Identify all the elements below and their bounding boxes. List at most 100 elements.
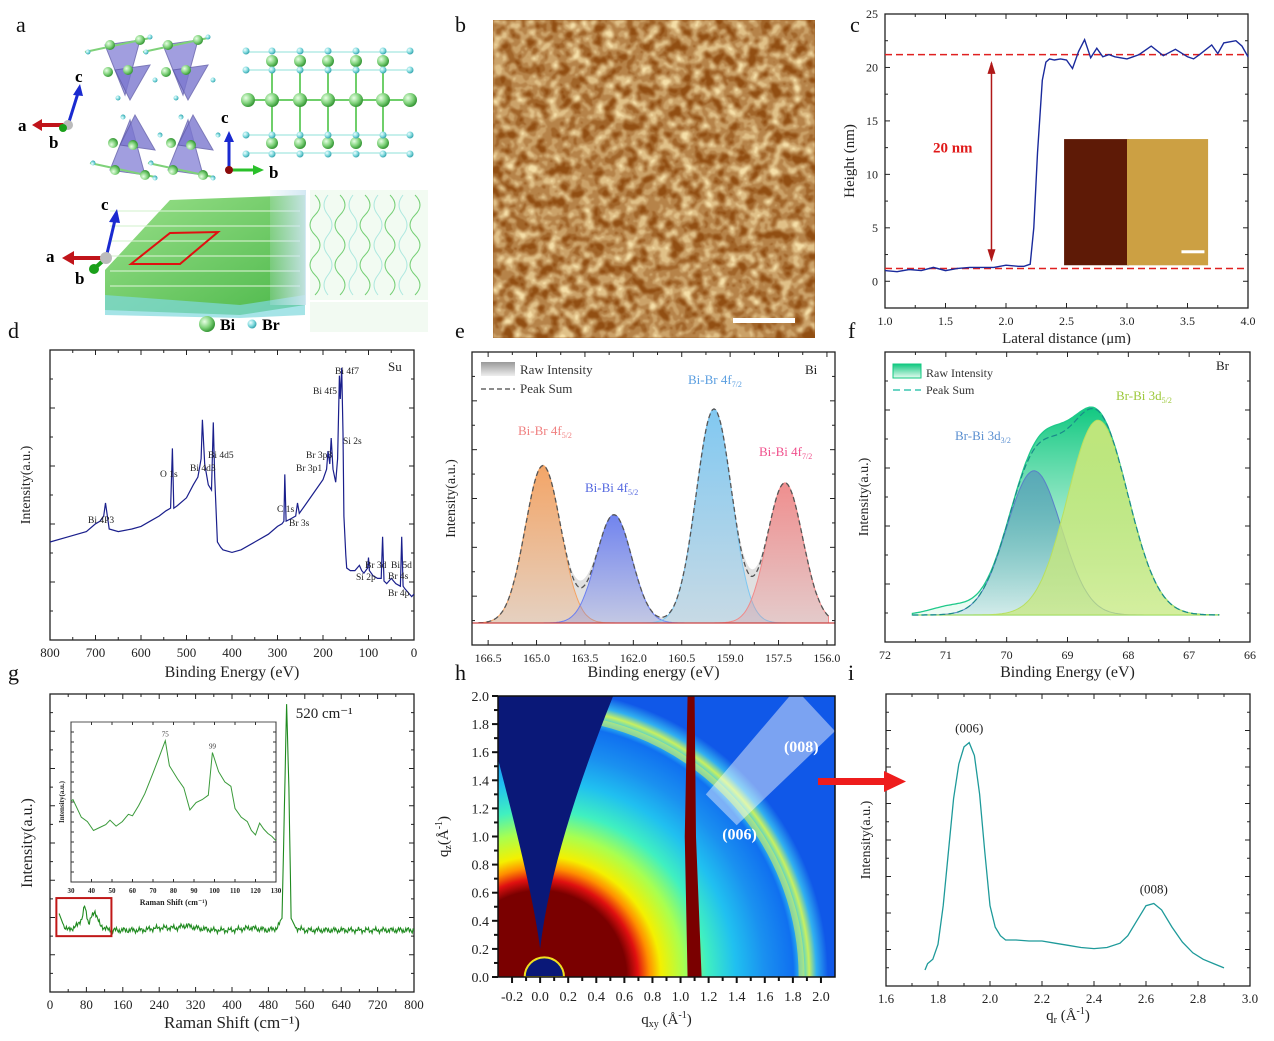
x-tick-label: 320 (186, 997, 206, 1012)
x-tick-label: 2.8 (1190, 991, 1206, 1006)
x-label-close: ) (1085, 1008, 1090, 1024)
x-tick-label: 300 (268, 645, 288, 660)
arrow-head-down (987, 249, 996, 263)
legend-label-raw: Raw Intensity (926, 366, 993, 380)
y-tick-label: 0.2 (472, 943, 490, 958)
peak-label: Bi 4P3 (88, 516, 114, 526)
chart-e-xps-bi: 166.5 165.0 163.5 162.0 160.5 159.0 157.5 156.0… (444, 351, 840, 681)
x-tick-label: 162.0 (620, 651, 647, 665)
chart-g-raman: 0 80 160 240 320 400 480 560 640 720 800 Intensity(… (19, 693, 424, 1032)
axis-label-c2: c (221, 108, 229, 127)
chart-i-linecut: 1.6 1.8 2.0 2.2 2.4 2.6 2.8 3.0 Intensity(a.u.) q… (859, 693, 1258, 1026)
y-tick-label: 0.8 (472, 859, 490, 874)
inset-x-tick-label: 60 (129, 887, 137, 895)
x-tick-label: 1.8 (784, 990, 802, 1005)
y-tick-label: 5 (872, 221, 878, 235)
peak-sum-line (912, 407, 1219, 616)
inset-bright-region (1127, 139, 1209, 266)
x-tick-label: 160 (113, 997, 133, 1012)
x-tick-label: 3.0 (1120, 314, 1135, 328)
peak-label-main: Br-Bi 3d (1116, 388, 1162, 403)
panel-label-f: f (848, 318, 856, 343)
axis-label-b: b (49, 133, 58, 152)
detector-gap (684, 696, 702, 977)
x-tick-label: 157.5 (765, 651, 792, 665)
x-tick-label: 240 (149, 997, 169, 1012)
peak-label-subscript: 7/2 (802, 452, 812, 461)
inset-x-tick-label: 110 (230, 887, 241, 895)
chart-d-xps-survey: 800 700 600 500 400 300 200 100 0 Intensity(a.u.)… (19, 349, 418, 681)
x-tick-label: 0.8 (644, 990, 662, 1005)
x-tick-label: 640 (331, 997, 351, 1012)
x-label-unit: (Å (1057, 1008, 1077, 1024)
x-tick-label: 163.5 (571, 651, 598, 665)
inset-bright-texture (1127, 139, 1209, 266)
y-tick-label: 1.2 (472, 802, 490, 817)
x-tick-label: 160.5 (668, 651, 695, 665)
x-tick-label: 0 (411, 645, 418, 660)
x-tick-label: 71 (940, 648, 952, 662)
peak-label-main: Br-Bi 3d (955, 428, 1001, 443)
x-tick-label: 166.5 (475, 651, 502, 665)
x-axis-label: Binding Energy (eV) (1000, 664, 1135, 681)
x-tick-label: 1.0 (878, 314, 893, 328)
peak-label: C 1s (277, 505, 294, 515)
missing-wedge (498, 696, 614, 949)
peak-label: (006) (955, 721, 983, 736)
x-tick-label: 480 (259, 997, 279, 1012)
x-tick-label: 1.5 (938, 314, 953, 328)
peak-label-subscript: 3/2 (1001, 436, 1011, 445)
inset-dark-region (1064, 139, 1129, 266)
inset-x-tick-label: 30 (68, 887, 76, 895)
y-axis-label: Intensity(a.u.) (444, 459, 459, 538)
br-atom-icon (247, 319, 257, 329)
inset-x-tick-label: 90 (191, 887, 199, 895)
peak-label-main: Bi-Br 4f (518, 423, 562, 438)
y-axis-label: Height (nm) (842, 124, 858, 198)
inset-x-tick-label: 70 (150, 887, 158, 895)
axes-triad-1: a b c (18, 67, 83, 152)
peak-label: Bi-Bi 4f5/2 (585, 480, 638, 497)
ring-label-006: (006) (722, 826, 757, 843)
x-tick-label: 800 (404, 997, 424, 1012)
peak-label: O 1s (160, 470, 178, 480)
inset-scale-bar (1181, 250, 1205, 254)
x-tick-label: 1.8 (930, 991, 946, 1006)
beamstop (523, 956, 565, 977)
x-axis-label: Binding Energy (eV) (165, 664, 300, 681)
inset-peak-label: 99 (209, 742, 217, 750)
heatmap-image (498, 696, 835, 977)
x-tick-label: -0.2 (501, 990, 523, 1005)
y-label-close: ) (436, 816, 452, 821)
panel-a-structure: a b c (18, 33, 428, 334)
y-label-sub: z (443, 845, 454, 850)
peak-label: Bi-Br 4f5/2 (518, 423, 572, 440)
axis-label-c3: c (101, 195, 109, 214)
peak-annotation-520: 520 cm⁻¹ (296, 706, 353, 722)
legend-br: Br (262, 317, 280, 334)
y-tick-label: 1.8 (472, 718, 490, 733)
x-tick-label: 600 (131, 645, 151, 660)
height-profile-line (884, 37, 1249, 273)
x-label-close: ) (687, 1012, 692, 1028)
arrow-head-up (987, 61, 996, 74)
polyhedra-view (84, 33, 222, 182)
y-axis-label: Intensity(a.u.) (19, 798, 36, 888)
height-annotation: 20 nm (933, 141, 973, 157)
peak-label: Bi-Bi 4f7/2 (759, 444, 812, 461)
panel-label-c: c (850, 12, 860, 37)
y-tick-label: 0.6 (472, 887, 490, 902)
inset-x-tick-label: 50 (109, 887, 117, 895)
peak-label: Si 2s (343, 437, 362, 447)
inset-peak-label: 75 (162, 731, 170, 739)
x-tick-label: 800 (40, 645, 60, 660)
y-axis-label: Intensity(a.u.) (857, 457, 872, 536)
x-tick-label: 2.0 (812, 990, 830, 1005)
x-tick-label: 68 (1122, 648, 1134, 662)
peak-label: Bi 4f7 (335, 366, 359, 377)
legend-label-sum: Peak Sum (926, 383, 975, 397)
peak-label: Bi-Br 4f7/2 (688, 372, 742, 389)
x-tick-label: 2.4 (1086, 991, 1103, 1006)
x-tick-label: 80 (80, 997, 93, 1012)
x-tick-label: 3.5 (1180, 314, 1195, 328)
